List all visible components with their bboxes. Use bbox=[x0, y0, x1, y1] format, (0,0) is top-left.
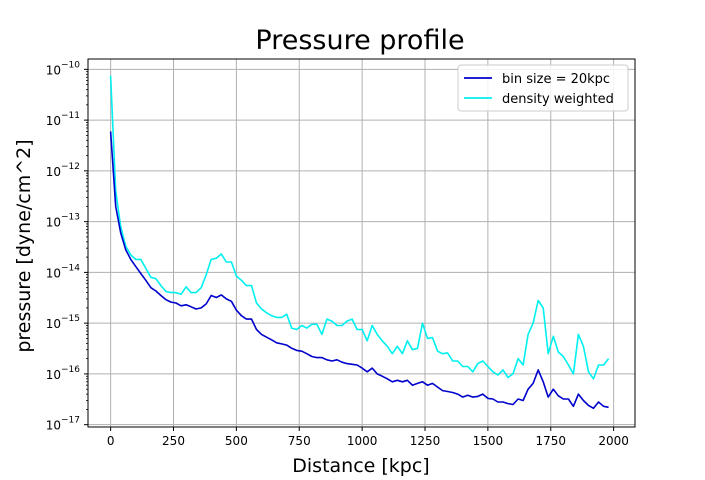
x-tick-label: 2000 bbox=[598, 434, 629, 448]
series-line bbox=[109, 131, 609, 410]
x-tick-label: 1750 bbox=[535, 434, 566, 448]
y-tick-label: 10−16 bbox=[46, 365, 81, 382]
y-tick-label: 10−13 bbox=[46, 213, 80, 230]
x-tick-label: 1500 bbox=[473, 434, 504, 448]
y-tick-label: 10−15 bbox=[46, 314, 80, 331]
series-layer bbox=[109, 75, 610, 410]
y-tick-label: 10−10 bbox=[46, 60, 81, 77]
y-axis-title: pressure [dyne/cm^2] bbox=[13, 139, 35, 352]
x-tick-label: 500 bbox=[225, 434, 248, 448]
chart-title: Pressure profile bbox=[255, 25, 464, 56]
legend-box bbox=[457, 64, 629, 112]
y-tick-label: 10−14 bbox=[46, 263, 81, 280]
y-tick-label: 10−17 bbox=[46, 416, 80, 433]
x-tick-label: 1000 bbox=[347, 434, 378, 448]
plot-frame bbox=[87, 58, 636, 428]
x-axis-title: Distance [kpc] bbox=[292, 455, 429, 477]
x-tick-label: 0 bbox=[107, 434, 115, 448]
y-tick-label: 10−11 bbox=[46, 111, 80, 128]
legend: bin size = 20kpc density weighted bbox=[457, 64, 629, 112]
x-tick-label: 750 bbox=[288, 434, 311, 448]
x-axis: 0 250 500 750 1000 1250 1500 1750 2000 bbox=[107, 427, 629, 448]
legend-label: bin size = 20kpc bbox=[502, 72, 610, 87]
y-axis: 10−17 10−16 10−15 10−14 10−13 10−12 10−11 10−10 bbox=[46, 60, 88, 433]
series-line bbox=[109, 75, 610, 380]
x-tick-label: 1250 bbox=[410, 434, 441, 448]
grid bbox=[88, 59, 635, 427]
y-tick-label: 10−12 bbox=[46, 162, 80, 179]
x-tick-label: 250 bbox=[162, 434, 185, 448]
legend-label: density weighted bbox=[502, 92, 614, 107]
